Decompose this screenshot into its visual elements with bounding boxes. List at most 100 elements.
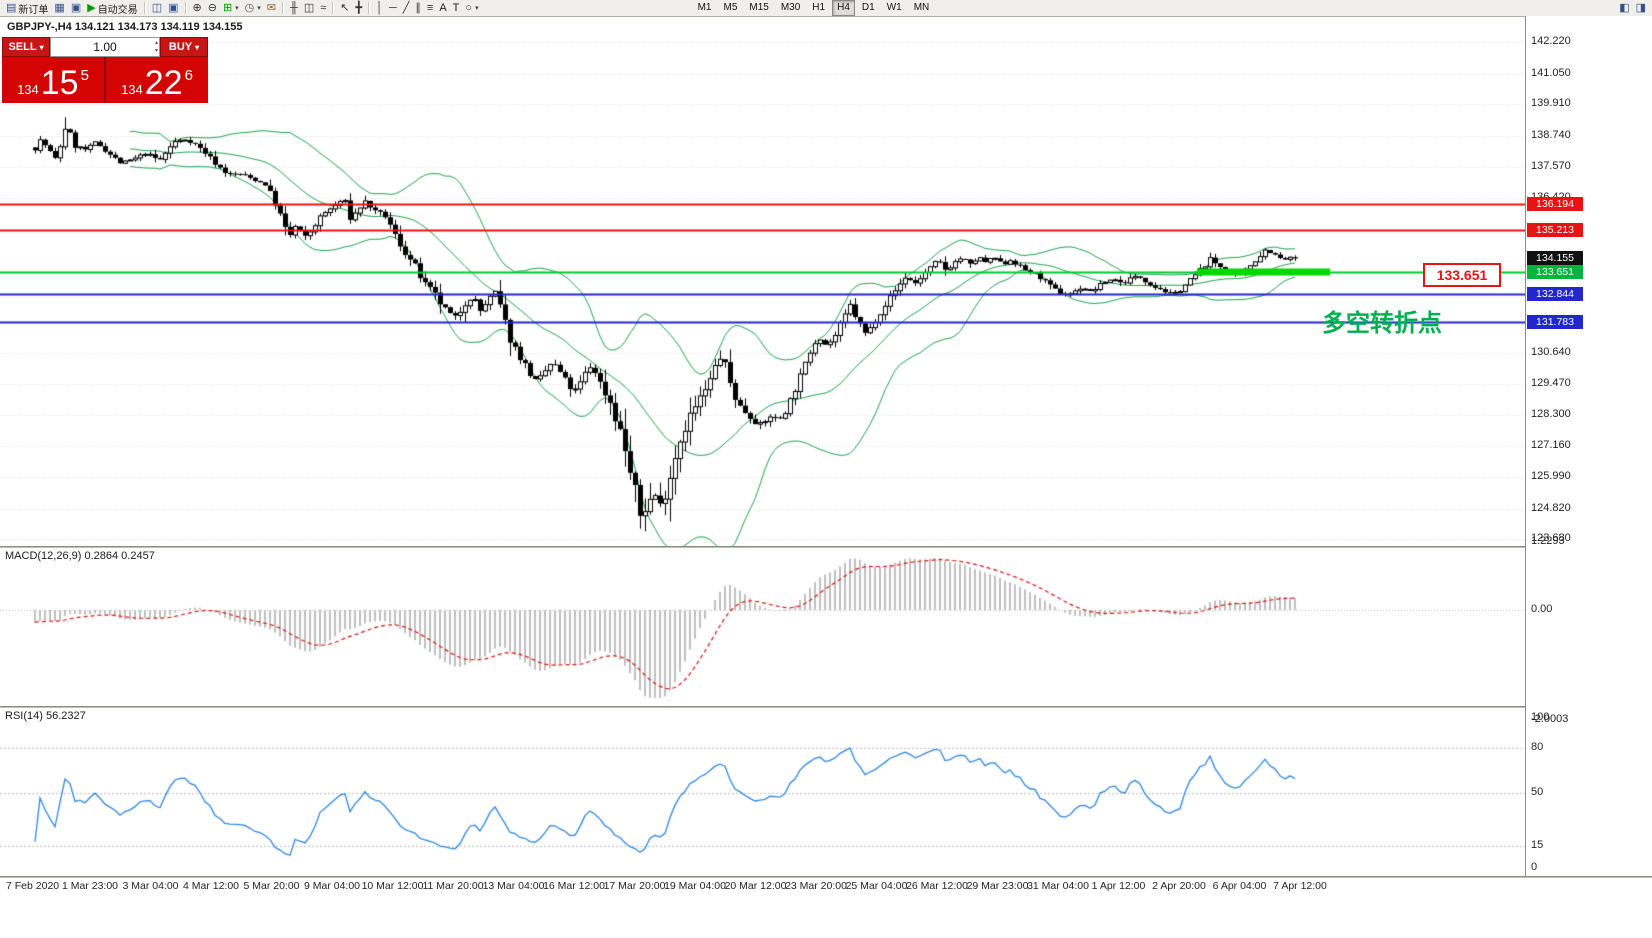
candlestick-chart-button[interactable]: ◫ <box>301 1 317 16</box>
channel-button[interactable]: ∥ <box>412 1 424 16</box>
volume-spinner[interactable]: ▴ ▾ <box>155 39 158 55</box>
market-watch-icon: ▣ <box>70 1 82 14</box>
axis-tick: 138.740 <box>1531 128 1571 141</box>
timeframe-mn-button[interactable]: MN <box>913 2 930 13</box>
sell-dropdown-icon[interactable]: ▾ <box>39 42 44 52</box>
time-axis-label: 31 Mar 04:00 <box>1027 880 1089 892</box>
shapes-button[interactable]: ○ ▾ <box>462 1 481 16</box>
bar-chart-button[interactable]: ╫ <box>287 1 301 16</box>
axis-separator <box>0 876 1652 878</box>
mail-button[interactable]: ✉ <box>264 1 279 16</box>
buy-button-label: BUY <box>168 41 193 53</box>
zoom-in-button[interactable]: ⊕ <box>190 1 205 16</box>
pivot-note-text[interactable]: 多空转折点 <box>1322 310 1442 337</box>
cursor-button[interactable]: ↖ <box>337 1 352 16</box>
time-axis-label: 19 Mar 04:00 <box>664 880 726 892</box>
volume-up-icon[interactable]: ▴ <box>154 40 158 46</box>
new-order-button[interactable]: ▤ 新订单 <box>3 1 51 16</box>
panel-separator[interactable] <box>0 706 1652 708</box>
line-chart-button[interactable]: ≈ <box>317 1 329 16</box>
toolbar-separator <box>332 2 335 14</box>
price-axis: 142.220141.050139.910138.740137.570136.4… <box>1525 16 1652 876</box>
candlestick-chart-icon: ◫ <box>303 1 315 14</box>
crosshair-button[interactable]: ╋ <box>352 1 365 16</box>
fibonacci-button[interactable]: ≡ <box>424 1 436 16</box>
zoom-out-button[interactable]: ⊖ <box>205 1 220 16</box>
period-clock-dropdown-icon[interactable]: ▾ <box>257 5 261 12</box>
time-axis-label: 7 Apr 12:00 <box>1273 880 1327 892</box>
horizontal-line-button[interactable]: ─ <box>386 1 400 16</box>
fibonacci-icon: ≡ <box>426 1 434 14</box>
vertical-line-button[interactable]: │ <box>373 1 386 16</box>
new-order-icon: ▤ <box>6 1 17 14</box>
axis-tick: 142.220 <box>1531 35 1571 48</box>
buy-price[interactable]: 134 22 6 <box>106 57 208 103</box>
panel-separator[interactable] <box>0 546 1652 548</box>
price-level-box[interactable]: 133.651 <box>1423 263 1501 287</box>
auto-trading-icon: ▶ <box>87 1 96 14</box>
axis-tick: 124.820 <box>1531 501 1571 514</box>
volume-input[interactable]: 1.00 ▴ ▾ <box>50 37 160 57</box>
axis-chip-131-783: 131.783 <box>1527 315 1583 330</box>
time-axis-label: 2 Apr 20:00 <box>1152 880 1206 892</box>
dock-right-button[interactable]: ◨ <box>1633 1 1649 16</box>
toolbar-separator <box>368 2 371 14</box>
time-axis-label: 17 Mar 20:00 <box>603 880 666 892</box>
timeframe-m1-button[interactable]: M1 <box>697 2 712 13</box>
market-watch-button[interactable]: ▣ <box>68 1 84 16</box>
timeframe-h1-button[interactable]: H1 <box>812 2 826 13</box>
cursor-icon: ↖ <box>340 1 350 14</box>
time-axis-label: 9 Mar 04:00 <box>303 880 361 892</box>
axis-chip-135-213: 135.213 <box>1527 223 1583 238</box>
timeframe-m5-button[interactable]: M5 <box>723 2 738 13</box>
buy-price-big: 22 <box>144 64 183 102</box>
line-chart-icon: ≈ <box>320 1 327 14</box>
shapes-dropdown-icon[interactable]: ▾ <box>475 5 479 12</box>
dock-left-button[interactable]: ◧ <box>1616 1 1632 16</box>
macd-label: MACD(12,26,9) 0.2864 0.2457 <box>5 550 155 562</box>
time-axis-label: 1 Apr 12:00 <box>1091 880 1146 892</box>
time-axis-label: 25 Mar 04:00 <box>845 880 908 892</box>
dock-right-icon: ◨ <box>1635 1 1646 14</box>
axis-chip-134-155: 134.155 <box>1527 251 1583 266</box>
buy-dropdown-icon[interactable]: ▾ <box>195 42 200 52</box>
axis-tick: 127.160 <box>1531 438 1571 451</box>
rsi-axis-label: 80 <box>1531 741 1544 753</box>
time-axis-label: 5 Mar 20:00 <box>243 880 300 892</box>
volume-value: 1.00 <box>93 40 117 54</box>
timeframe-m15-button[interactable]: M15 <box>749 2 769 13</box>
volume-down-icon[interactable]: ▾ <box>154 48 158 54</box>
price-chart-canvas[interactable] <box>0 16 1525 546</box>
crosshair-icon: ╋ <box>355 1 363 14</box>
cascade-windows-button[interactable]: ▣ <box>165 1 181 16</box>
timeframe-w1-button[interactable]: W1 <box>886 2 902 13</box>
timeframe-h4-button[interactable]: H4 <box>832 0 855 16</box>
text-button[interactable]: A <box>436 1 449 16</box>
toolbar-separator <box>184 2 187 14</box>
trade-panel-divider <box>104 57 106 103</box>
sell-price-prefix: 134 <box>17 82 39 97</box>
trendline-button[interactable]: ╱ <box>400 1 413 16</box>
trade-panel-prices: 134 15 5 134 22 6 <box>2 57 208 103</box>
period-clock-button[interactable]: ◷ ▾ <box>242 1 264 16</box>
buy-button[interactable]: BUY ▾ <box>160 37 208 57</box>
timeframe-d1-button[interactable]: D1 <box>861 2 875 13</box>
rsi-label: RSI(14) 56.2327 <box>5 710 86 722</box>
new-chart-dropdown-icon[interactable]: ▾ <box>235 5 239 12</box>
rsi-axis-label: 50 <box>1531 786 1544 798</box>
chart-title: GBPJPY-,H4 134.121 134.173 134.119 134.1… <box>7 21 243 33</box>
macd-canvas <box>0 548 1525 706</box>
time-axis-label: 3 Mar 04:00 <box>122 880 179 892</box>
sell-button[interactable]: SELL ▾ <box>2 37 50 57</box>
label-button[interactable]: T <box>450 1 463 16</box>
axis-tick: 128.300 <box>1531 408 1571 421</box>
auto-trading-button[interactable]: ▶ 自动交易 <box>84 1 140 16</box>
time-axis-label: 10 Mar 12:00 <box>361 880 424 892</box>
timeframe-m30-button[interactable]: M30 <box>780 2 801 13</box>
tile-windows-button[interactable]: ◫ <box>149 1 165 16</box>
charts-window-button[interactable]: ▦ <box>51 1 67 16</box>
sell-price[interactable]: 134 15 5 <box>2 57 104 103</box>
axis-tick: 137.570 <box>1531 159 1571 172</box>
time-axis: 7 Feb 2020 1 Mar 23:00 3 Mar 04:00 4 Mar 12… <box>0 878 1525 898</box>
new-chart-button[interactable]: ⊞ ▾ <box>220 1 242 16</box>
